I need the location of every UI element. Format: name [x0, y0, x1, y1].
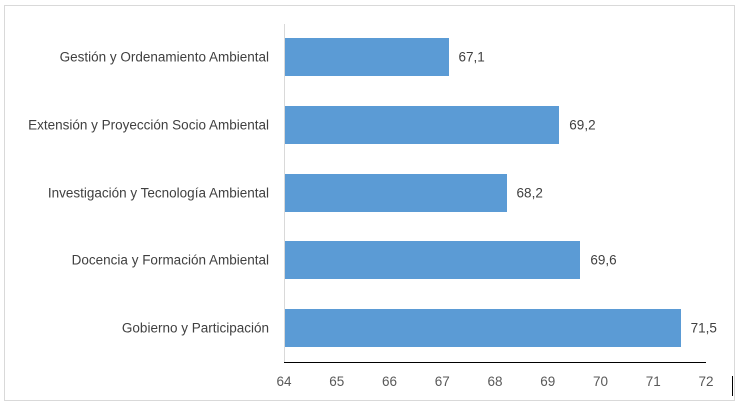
value-label: 69,6 [590, 252, 617, 268]
value-label: 68,2 [516, 185, 543, 201]
category-label: Gestión y Ordenamiento Ambiental [59, 49, 269, 65]
x-tick-label: 64 [276, 374, 292, 389]
x-axis-line [284, 362, 706, 363]
x-tick-label: 66 [381, 374, 398, 389]
x-tick-label: 71 [645, 374, 661, 389]
category-label: Gobierno y Participación [121, 320, 269, 336]
x-tick-label: 70 [592, 374, 609, 389]
bar [285, 241, 581, 279]
value-label: 67,1 [458, 49, 485, 65]
bar [285, 309, 681, 347]
x-tick-label: 67 [434, 374, 450, 389]
value-label: 71,5 [690, 320, 717, 336]
x-tick-label: 72 [698, 374, 714, 389]
category-label: Extensión y Proyección Socio Ambiental [28, 117, 269, 133]
bar [285, 38, 449, 76]
y-axis-line [284, 24, 285, 362]
x-tick-label: 68 [487, 374, 503, 389]
value-label: 69,2 [569, 117, 596, 133]
x-tick-label: 69 [540, 374, 556, 389]
bar [285, 106, 560, 144]
bar [285, 174, 507, 212]
resize-handle-mark [732, 376, 733, 396]
category-label: Investigación y Tecnología Ambiental [47, 185, 269, 201]
x-tick-label: 65 [329, 374, 345, 389]
category-label: Docencia y Formación Ambiental [71, 252, 269, 268]
